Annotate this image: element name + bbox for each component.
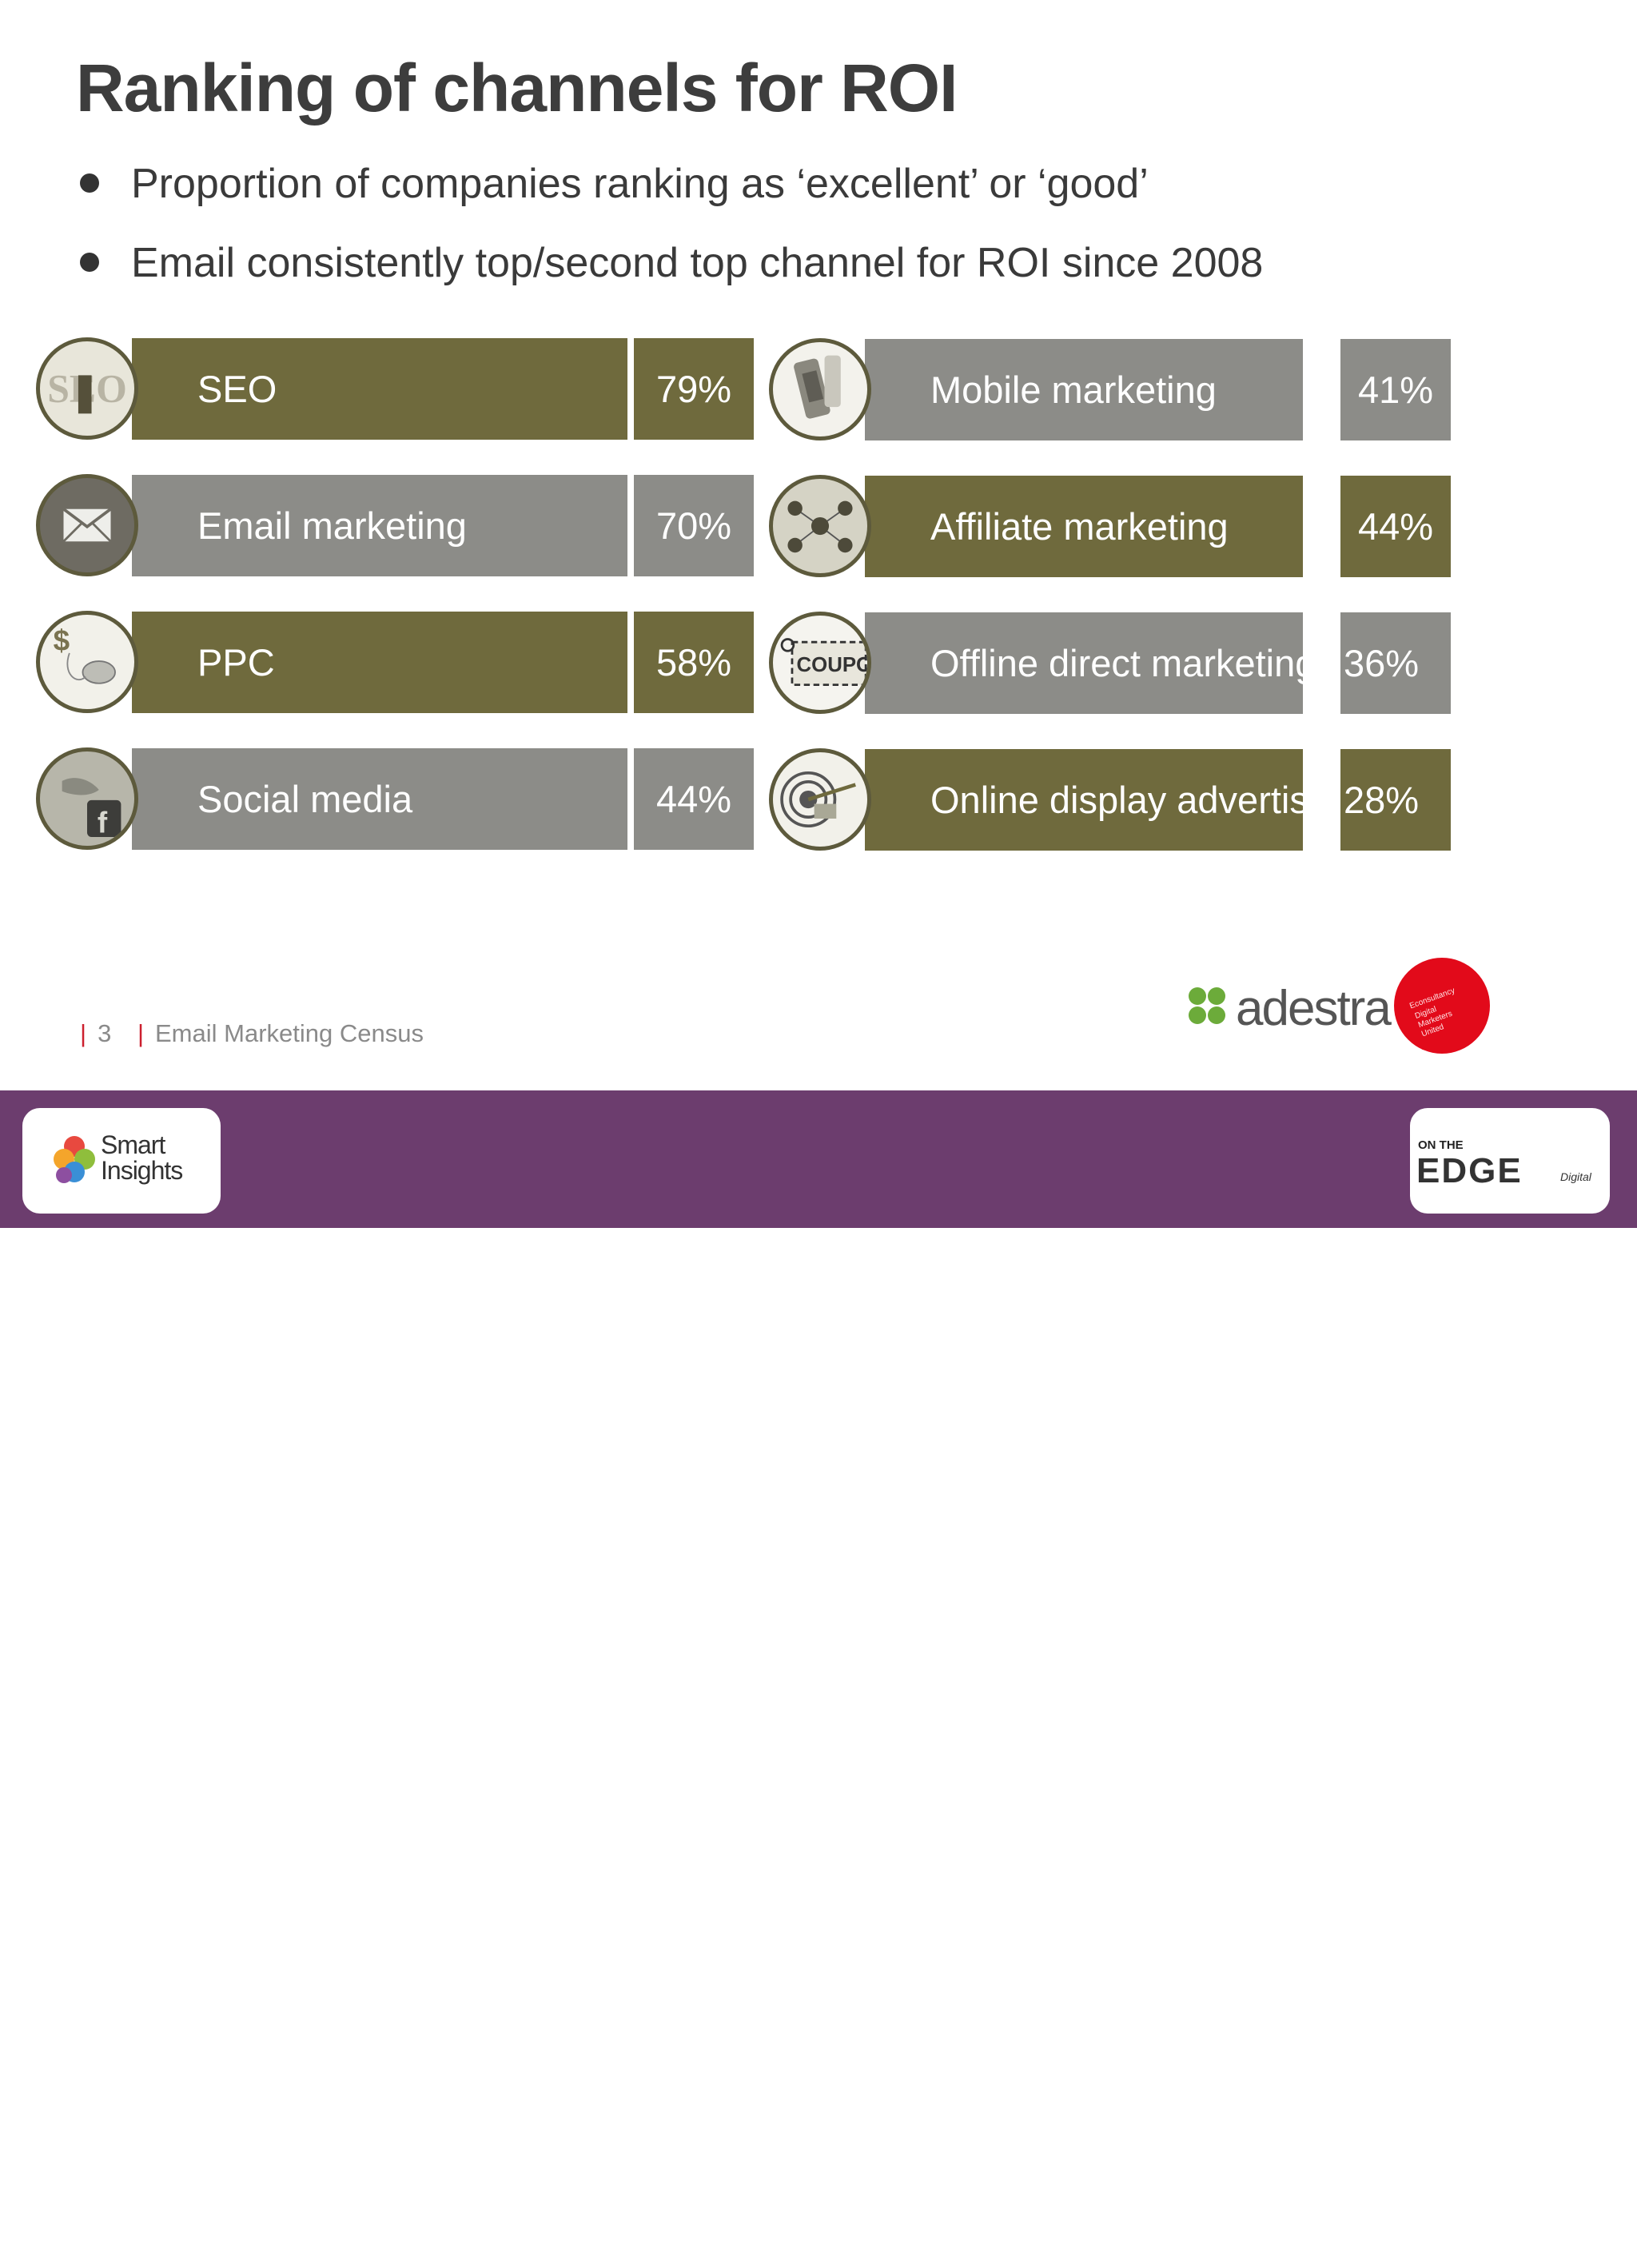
svg-text:$: $	[54, 624, 70, 656]
channel-percent: 36%	[1340, 612, 1451, 714]
channel-row-ppc: PPC 58% $	[36, 611, 754, 713]
channel-percent: 44%	[1340, 476, 1451, 577]
adestra-logo-icon	[1189, 987, 1225, 1024]
channel-row-email: Email marketing 70%	[36, 474, 754, 576]
smart-insights-logo-icon	[54, 1136, 95, 1183]
footer-text: Email Marketing Census	[155, 1019, 424, 1047]
page-number: 43	[1364, 2242, 1389, 2267]
on-the-edge-logo-word: EDGE	[1416, 1151, 1523, 1190]
channel-label: Online display advertising	[865, 749, 1359, 851]
smart-insights-logo: Smart Insights	[22, 1108, 221, 1214]
bullet-dot	[80, 253, 99, 273]
channel-percent: 41%	[1340, 339, 1451, 440]
slide: Ranking of channels for ROI Proportion o…	[0, 0, 1637, 1090]
channel-row-offline: Offline direct marketing 36% COUPON	[769, 612, 1452, 714]
smart-insights-logo-word: Insights	[101, 1156, 183, 1185]
channel-percent: 70%	[634, 475, 754, 576]
bullet-dot	[80, 173, 99, 193]
envelope-icon	[36, 474, 138, 576]
bottom-bar: Smart Insights 43 ON THE EDGE Digital	[0, 1090, 1637, 2267]
channel-row-seo: SEO 79% SEO	[36, 337, 754, 440]
network-people-icon	[769, 475, 871, 577]
coupon-icon: COUPON	[769, 612, 871, 714]
mobile-phone-icon	[769, 338, 871, 440]
seo-icon: SEO	[36, 337, 138, 440]
smart-insights-logo-word: Smart	[101, 1130, 165, 1159]
bullet-2-text: Email consistently top/second top channe…	[131, 240, 1264, 286]
adestra-logo: adestra	[1236, 981, 1392, 1036]
on-the-edge-logo-top: ON THE	[1418, 1138, 1464, 1152]
on-the-edge-logo-sub: Digital	[1560, 1170, 1591, 1183]
on-the-edge-logo-main: EDGE	[1416, 1151, 1523, 1191]
channel-label: SEO	[132, 338, 627, 440]
svg-text:COUPON: COUPON	[797, 654, 868, 676]
bullet-1: Proportion of companies ranking as ‘exce…	[80, 160, 1149, 208]
channel-label: Affiliate marketing	[865, 476, 1303, 577]
slide-title: Ranking of channels for ROI	[76, 50, 958, 126]
channel-label: Social media	[132, 748, 627, 850]
slide-footer: | 3 | Email Marketing Census	[80, 1019, 424, 1048]
channel-percent: 28%	[1340, 749, 1451, 851]
social-icon: f	[36, 747, 138, 850]
on-the-edge-logo: ON THE EDGE Digital	[1410, 1108, 1610, 1214]
channel-label: Offline direct marketing	[865, 612, 1316, 714]
channel-label: PPC	[132, 612, 627, 713]
target-icon	[769, 748, 871, 851]
channel-label: Email marketing	[132, 475, 627, 576]
channel-row-mobile: Mobile marketing 41%	[769, 338, 1452, 440]
bullet-2: Email consistently top/second top channe…	[80, 239, 1263, 287]
channel-percent: 79%	[634, 338, 754, 440]
channel-row-social: Social media 44% f	[36, 747, 754, 850]
channel-percent: 58%	[634, 612, 754, 713]
channel-row-affiliate: Affiliate marketing 44%	[769, 475, 1452, 577]
footer-divider: |	[137, 1019, 144, 1047]
channel-row-display: Online display advertising 28%	[769, 748, 1452, 851]
svg-text:f: f	[98, 806, 108, 839]
footer-divider: |	[80, 1019, 87, 1047]
channel-percent: 44%	[634, 748, 754, 850]
smart-insights-logo-text: Smart Insights	[101, 1130, 183, 1185]
channel-label: Mobile marketing	[865, 339, 1303, 440]
mouse-dollar-icon: $	[36, 611, 138, 713]
footer-page: 3	[98, 1019, 112, 1047]
bullet-1-text: Proportion of companies ranking as ‘exce…	[131, 161, 1149, 207]
econsultancy-logo: Econsultancy Digital Marketers United	[1394, 958, 1490, 1054]
